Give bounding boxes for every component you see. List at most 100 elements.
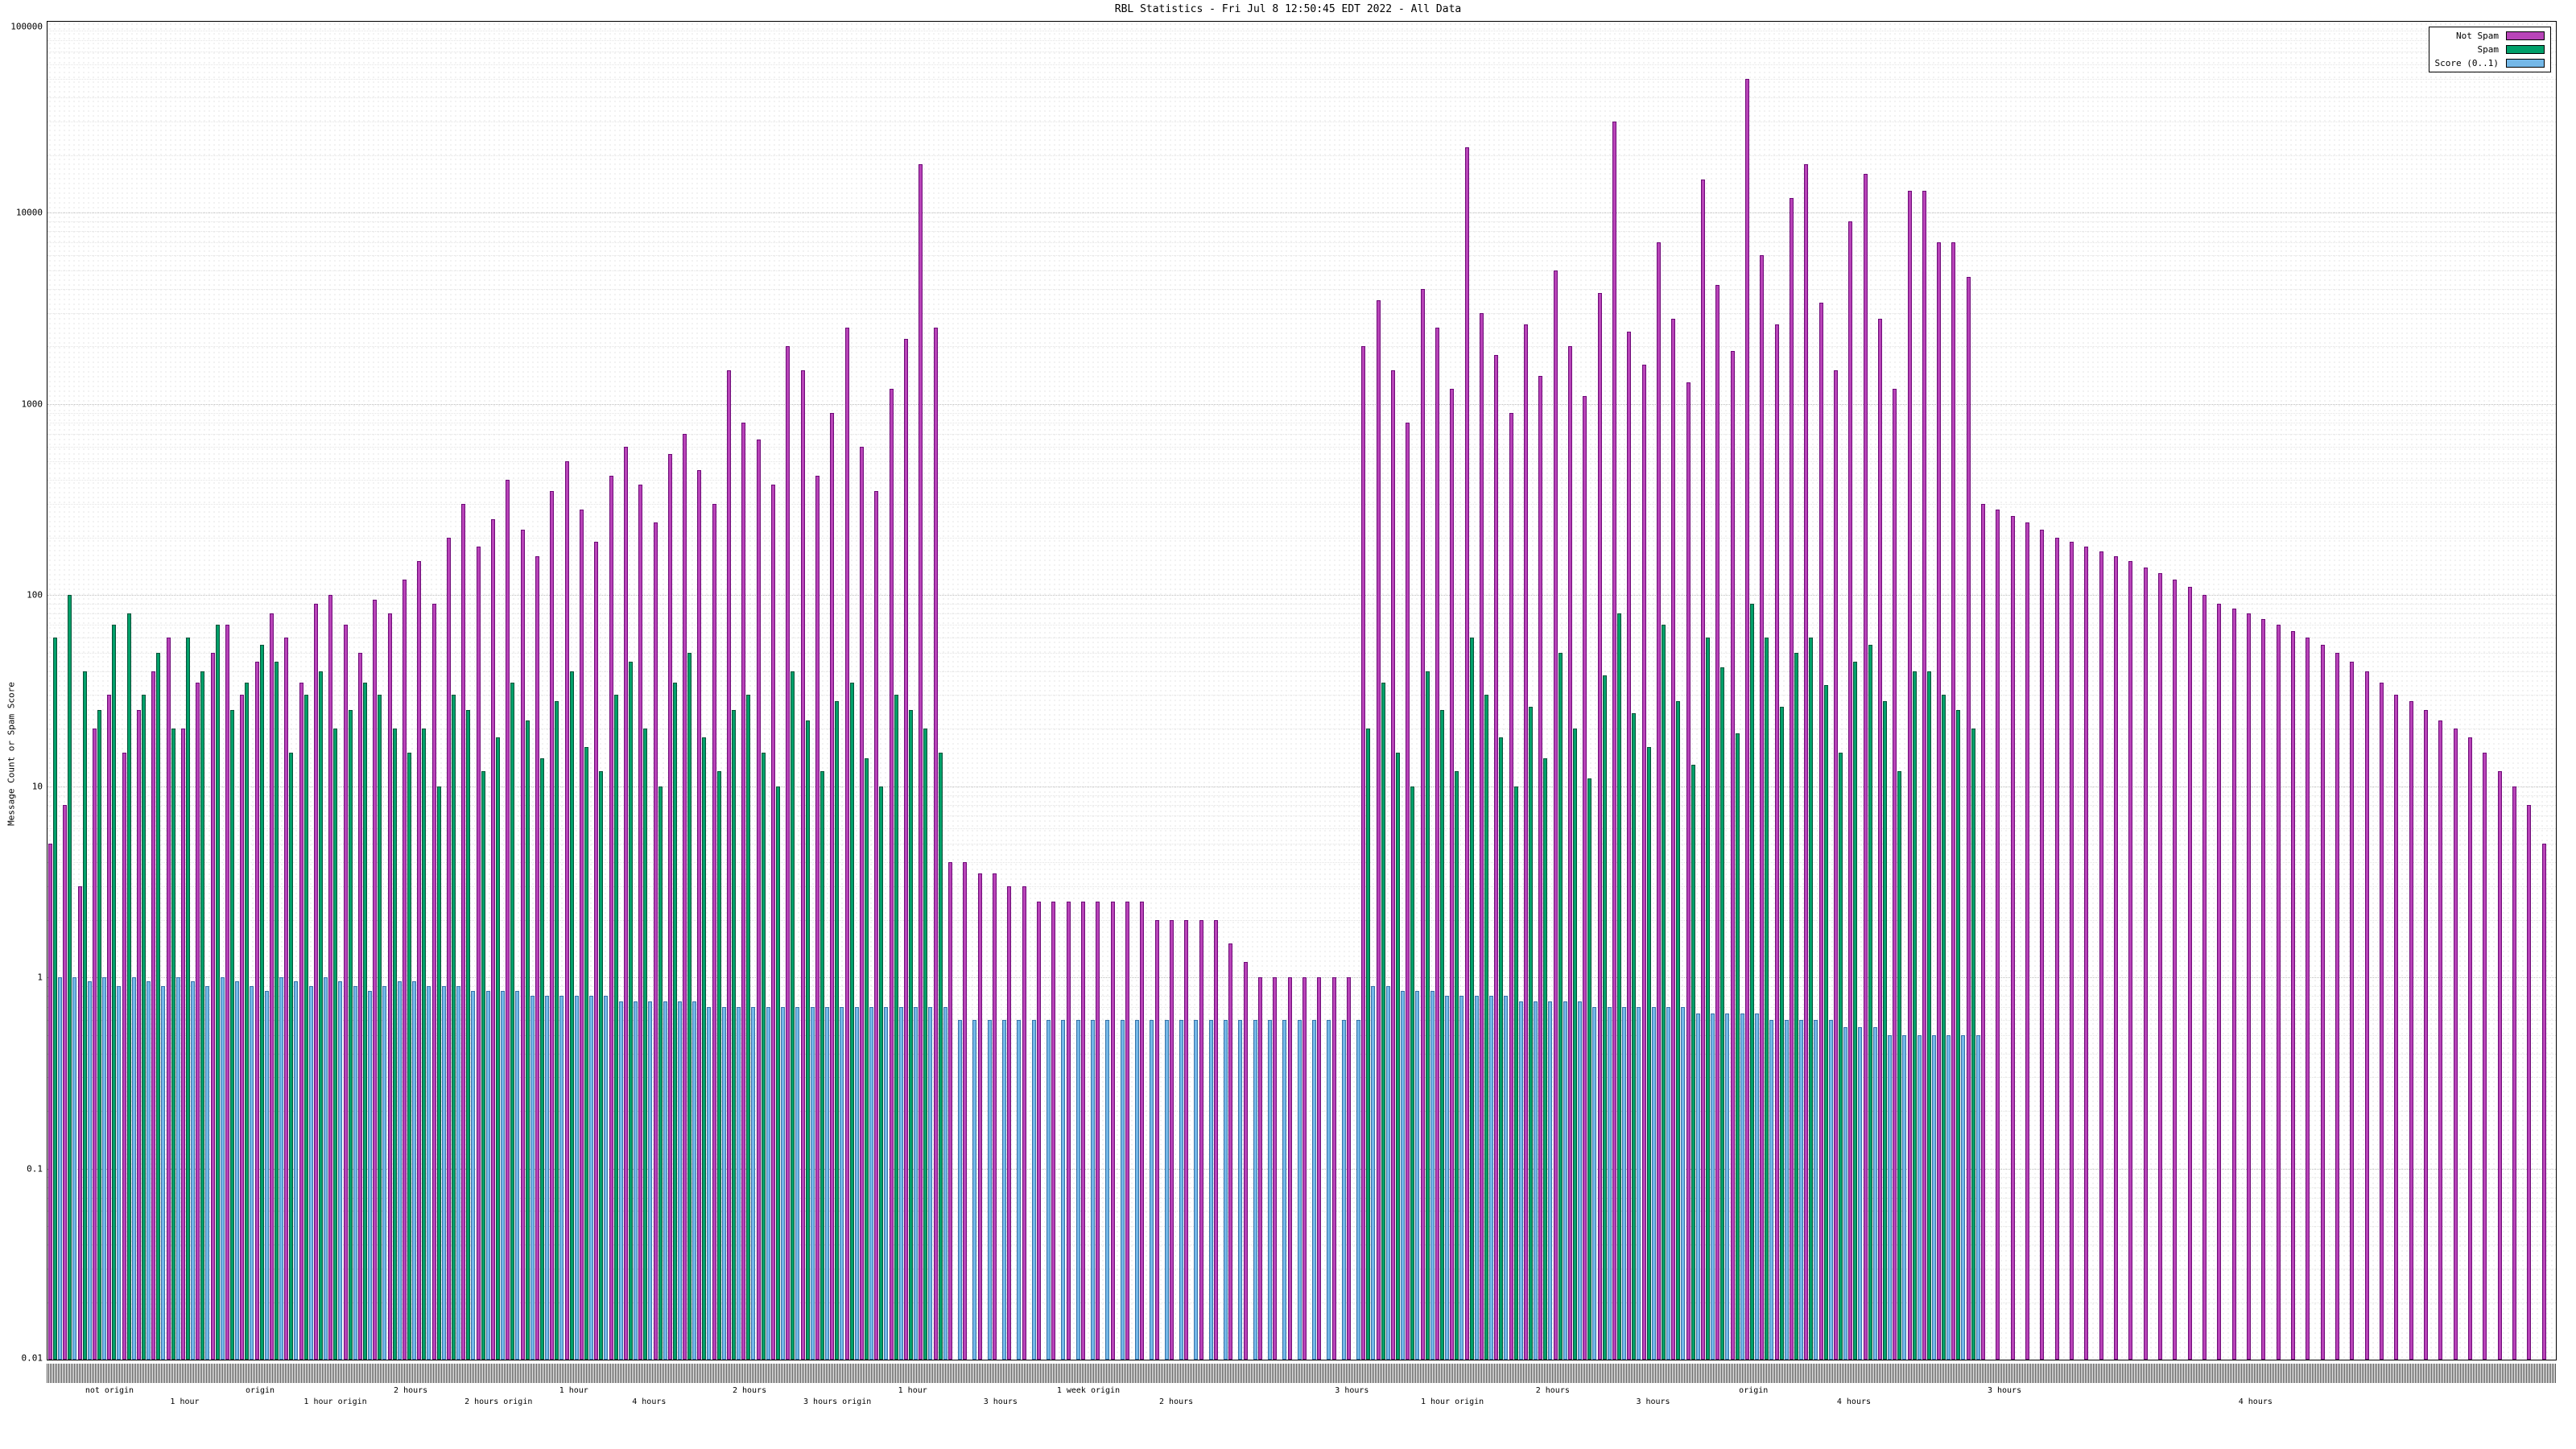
bar-score	[101, 977, 106, 1360]
bar-notspam	[993, 873, 997, 1360]
gridline-minor	[47, 671, 2556, 672]
bar-notspam	[2070, 542, 2074, 1360]
x-group-label: not origin	[85, 1386, 134, 1395]
bar-notspam	[461, 504, 466, 1360]
bar-score	[1695, 1013, 1700, 1360]
gridline-minor	[47, 504, 2556, 505]
bar-spam	[849, 682, 854, 1360]
y-tick-label: 1000	[21, 398, 43, 410]
bar-notspam	[357, 652, 362, 1360]
x-group-label: 3 hours	[1636, 1397, 1670, 1406]
bar-notspam	[594, 542, 599, 1360]
gridline-minor	[47, 1187, 2556, 1188]
legend-entry-spam: Spam	[2435, 44, 2545, 55]
y-axis-label: Message Count or Spam Score	[6, 681, 17, 826]
bar-spam	[126, 613, 131, 1360]
bar-notspam	[2364, 671, 2369, 1360]
gridline-minor	[47, 461, 2556, 463]
bar-notspam	[786, 346, 791, 1360]
bar-notspam	[2483, 752, 2487, 1360]
bar-score	[1887, 1034, 1892, 1360]
bar-spam	[215, 625, 220, 1360]
legend-entry-score: Score (0..1)	[2435, 58, 2545, 68]
y-tick-label: 0.01	[21, 1352, 43, 1364]
bar-spam	[879, 786, 884, 1360]
bar-notspam	[1376, 299, 1381, 1360]
x-group-label: origin	[1739, 1386, 1769, 1395]
bar-spam	[68, 595, 72, 1360]
bar-spam	[1926, 671, 1931, 1360]
bar-spam	[687, 652, 692, 1360]
bar-spam	[894, 695, 898, 1360]
gridline-minor	[47, 288, 2556, 290]
bar-notspam	[1922, 191, 1926, 1360]
x-group-label: 1 hour	[559, 1386, 588, 1395]
bar-spam	[1794, 652, 1798, 1360]
plot-area: Not Spam Spam Score (0..1) 100000 10000 10…	[10, 21, 2557, 1364]
gridline-minor	[47, 1077, 2556, 1079]
bar-spam	[776, 786, 781, 1360]
bar-score	[1327, 1019, 1331, 1360]
bar-spam	[613, 695, 618, 1360]
bar-score	[958, 1019, 963, 1360]
bar-notspam	[2099, 551, 2103, 1360]
bar-notspam	[1937, 242, 1942, 1360]
bar-notspam	[1804, 163, 1809, 1360]
bar-spam	[510, 682, 515, 1360]
x-group-label: 1 week origin	[1056, 1386, 1121, 1395]
bar-notspam	[122, 752, 126, 1360]
bar-notspam	[1214, 919, 1219, 1360]
gridline-minor	[47, 312, 2556, 314]
bar-spam	[1528, 707, 1533, 1360]
bar-score	[721, 1006, 726, 1360]
gridline-minor	[47, 815, 2556, 817]
bar-notspam	[343, 625, 348, 1360]
bar-spam	[1558, 652, 1563, 1360]
bar-notspam	[609, 476, 613, 1360]
gridline-minor	[47, 446, 2556, 448]
gridline-minor	[47, 795, 2556, 796]
bar-score	[58, 977, 62, 1360]
bar-spam	[259, 644, 264, 1360]
bar-notspam	[1789, 197, 1794, 1360]
bar-notspam	[1863, 173, 1868, 1360]
bar-notspam	[800, 370, 805, 1360]
bar-score	[1740, 1013, 1744, 1360]
bar-notspam	[1656, 242, 1661, 1360]
y-tick-label: 1	[37, 972, 43, 983]
bar-spam	[392, 729, 397, 1360]
gridline-major	[47, 786, 2556, 787]
bar-score	[353, 986, 357, 1360]
bar-notspam	[2276, 625, 2281, 1360]
bar-spam	[1971, 729, 1975, 1360]
bar-spam	[229, 710, 234, 1360]
bar-score	[559, 996, 564, 1360]
bar-notspam	[1567, 346, 1572, 1360]
bar-score	[1253, 1019, 1257, 1360]
gridline-minor	[47, 996, 2556, 997]
gridline-minor	[47, 79, 2556, 80]
bar-score	[1975, 1034, 1980, 1360]
bar-notspam	[2438, 720, 2443, 1360]
bar-score	[781, 1006, 786, 1360]
bar-notspam	[1140, 901, 1145, 1360]
legend-label: Score (0..1)	[2434, 58, 2499, 68]
bar-score	[1533, 1001, 1538, 1360]
bar-notspam	[402, 580, 407, 1360]
bar-spam	[1956, 710, 1961, 1360]
bar-spam	[1602, 675, 1607, 1360]
bar-spam	[1513, 786, 1518, 1360]
gridline-major	[47, 595, 2556, 597]
bar-notspam	[2128, 561, 2133, 1360]
bar-notspam	[1081, 901, 1086, 1360]
bar-notspam	[1730, 350, 1735, 1360]
bar-notspam	[1066, 901, 1071, 1360]
bar-spam	[1661, 625, 1666, 1360]
x-group-label: 2 hours origin	[464, 1397, 533, 1406]
bar-notspam	[963, 862, 968, 1360]
bar-notspam	[210, 652, 215, 1360]
bar-score	[1371, 986, 1376, 1360]
bar-spam	[1720, 667, 1725, 1360]
bar-score	[530, 996, 535, 1360]
